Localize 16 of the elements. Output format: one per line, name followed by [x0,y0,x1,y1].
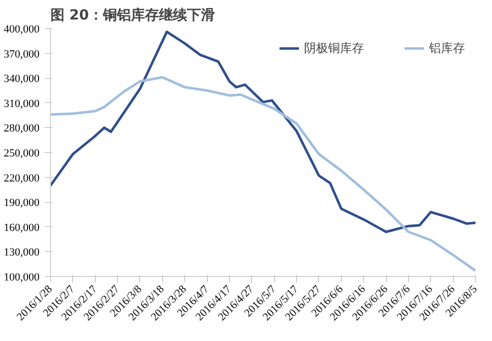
y-tick-label: 100,000 [4,272,40,284]
legend-label: 铝库存 [429,40,465,56]
y-tick-label: 370,000 [4,48,40,60]
chart-title: 图 20：铜铝库存继续下滑 [50,6,215,24]
y-tick-label: 340,000 [4,73,40,86]
y-tick-label: 310,000 [4,98,40,110]
line-series [50,30,476,234]
y-tick-label: 220,000 [4,172,40,184]
y-tick-label: 400,000 [4,24,40,36]
y-tick-label: 160,000 [4,222,40,234]
y-tick-label: 190,000 [4,197,40,210]
y-tick-label: 250,000 [4,148,40,160]
line-series [50,76,476,272]
y-tick-label: 280,000 [4,122,40,135]
y-tick-label: 130,000 [4,246,40,259]
legend-label: 阴极铜库存 [304,40,364,56]
